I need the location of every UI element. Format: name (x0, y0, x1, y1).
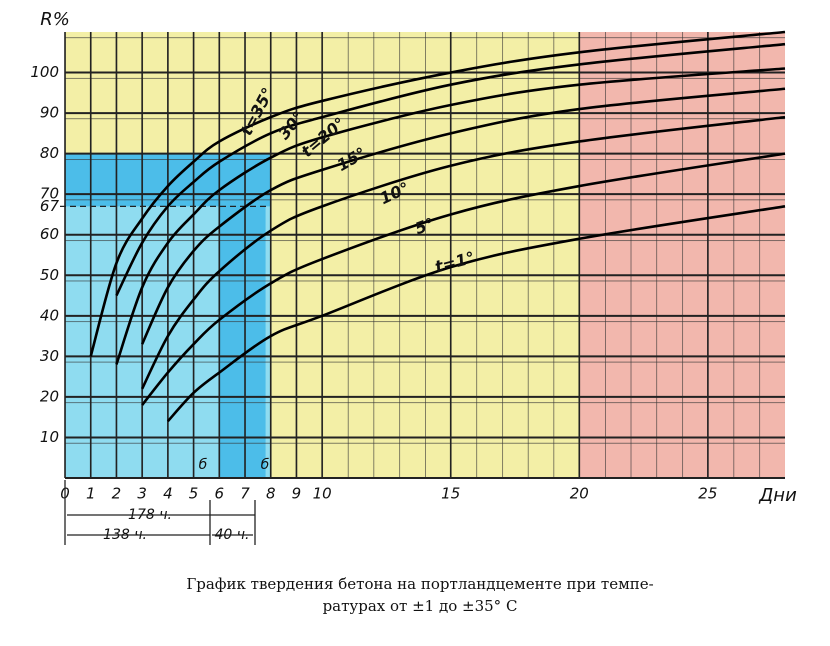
x-tick-label: 3 (137, 485, 147, 503)
y-tick-label: 20 (40, 387, 59, 405)
x-tick-label: 5 (189, 485, 199, 503)
caption: График твердения бетона на портландцемен… (186, 575, 653, 593)
y-tick-label: 70 (40, 185, 59, 203)
curve (89, 30, 786, 357)
y-tick-label: 60 (40, 225, 59, 243)
x-tick-label: 8 (266, 485, 276, 503)
curve (166, 205, 786, 423)
x-axis-label: Дни (758, 485, 797, 506)
x-tick-label: 15 (441, 485, 460, 503)
y-tick-label: 67 (40, 197, 60, 215)
brackets (64, 480, 256, 545)
x-tick-label: 1 (86, 485, 96, 503)
curve (141, 152, 786, 406)
y-tick-label: 100 (30, 63, 59, 81)
y-tick-label: 80 (40, 144, 59, 162)
x-tick-label: 7 (240, 485, 250, 503)
y-axis-label: R% (40, 9, 70, 30)
x-tick-label: 6 (215, 485, 225, 503)
x-tick-label: 9 (292, 485, 302, 503)
y-tick-label: 10 (40, 428, 59, 446)
curve (140, 115, 786, 390)
caption: ратурах от ±1 до ±35° С (323, 597, 518, 615)
annotation: б (199, 457, 208, 473)
y-tick-label: 50 (40, 266, 59, 284)
annotation: б (261, 457, 270, 473)
curve (115, 67, 786, 365)
y-tick-label: 90 (40, 104, 59, 122)
x-tick-label: 2 (112, 485, 122, 503)
curve (115, 42, 786, 297)
x-tick-label: 25 (698, 485, 717, 503)
x-tick-label: 10 (313, 485, 332, 503)
y-tick-label: 30 (40, 347, 59, 365)
x-tick-label: 4 (163, 485, 173, 503)
curve (140, 87, 786, 345)
x-tick-label: 20 (570, 485, 589, 503)
y-tick-label: 40 (40, 306, 59, 324)
